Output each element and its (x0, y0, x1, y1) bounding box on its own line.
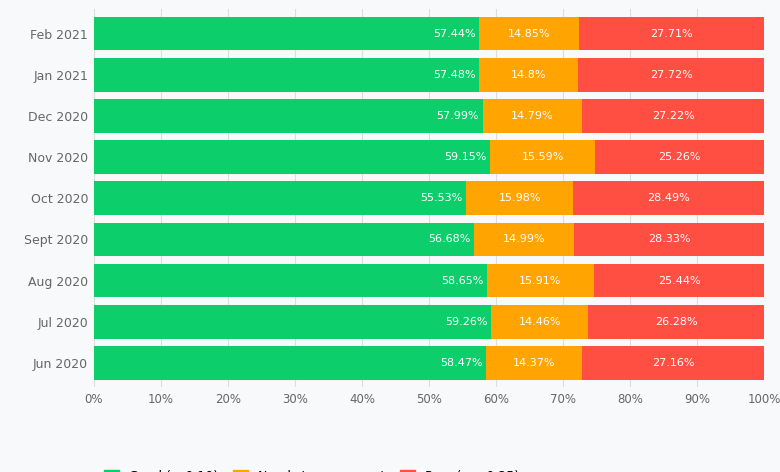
Bar (473, 222, 574, 256)
Bar (491, 305, 588, 338)
Text: 14.8%: 14.8% (511, 70, 547, 80)
Bar (574, 222, 764, 256)
Bar (94, 264, 487, 297)
Bar (94, 17, 479, 51)
Text: 27.71%: 27.71% (651, 29, 693, 39)
Bar (582, 346, 764, 380)
Text: 27.16%: 27.16% (652, 358, 694, 368)
Text: 28.49%: 28.49% (647, 193, 690, 203)
Text: 15.98%: 15.98% (498, 193, 541, 203)
Text: 15.91%: 15.91% (519, 276, 562, 286)
Bar (588, 305, 764, 338)
Text: 58.65%: 58.65% (441, 276, 484, 286)
Bar (582, 99, 764, 133)
Text: 26.28%: 26.28% (655, 317, 697, 327)
Bar (579, 58, 764, 92)
Text: 27.22%: 27.22% (652, 111, 694, 121)
Bar (595, 140, 764, 174)
Bar (491, 140, 595, 174)
Bar (483, 99, 582, 133)
Text: 14.37%: 14.37% (512, 358, 555, 368)
Text: 14.85%: 14.85% (508, 29, 550, 39)
Bar (579, 17, 764, 51)
Text: 15.59%: 15.59% (522, 152, 564, 162)
Bar (94, 181, 466, 215)
Bar (94, 305, 491, 338)
Bar (94, 346, 486, 380)
Text: 59.15%: 59.15% (445, 152, 487, 162)
Bar (573, 181, 764, 215)
Text: 25.26%: 25.26% (658, 152, 701, 162)
Text: 59.26%: 59.26% (445, 317, 488, 327)
Bar (94, 58, 479, 92)
Bar (479, 17, 579, 51)
Text: 14.99%: 14.99% (503, 235, 545, 244)
Bar (94, 99, 483, 133)
Bar (594, 264, 764, 297)
Bar (466, 181, 573, 215)
Bar (94, 140, 491, 174)
Text: 58.47%: 58.47% (440, 358, 483, 368)
Text: 57.99%: 57.99% (437, 111, 479, 121)
Text: 27.72%: 27.72% (650, 70, 693, 80)
Text: 14.46%: 14.46% (519, 317, 561, 327)
Bar (479, 58, 579, 92)
Legend: Good (< 0.10), Needs Improvement, Poor (>= 0.25): Good (< 0.10), Needs Improvement, Poor (… (100, 466, 523, 472)
Text: 25.44%: 25.44% (658, 276, 700, 286)
Text: 57.48%: 57.48% (433, 70, 476, 80)
Text: 57.44%: 57.44% (433, 29, 476, 39)
Text: 55.53%: 55.53% (420, 193, 463, 203)
Bar (486, 346, 582, 380)
Text: 56.68%: 56.68% (428, 235, 470, 244)
Text: 28.33%: 28.33% (648, 235, 690, 244)
Bar (487, 264, 594, 297)
Text: 14.79%: 14.79% (511, 111, 554, 121)
Bar (94, 222, 473, 256)
